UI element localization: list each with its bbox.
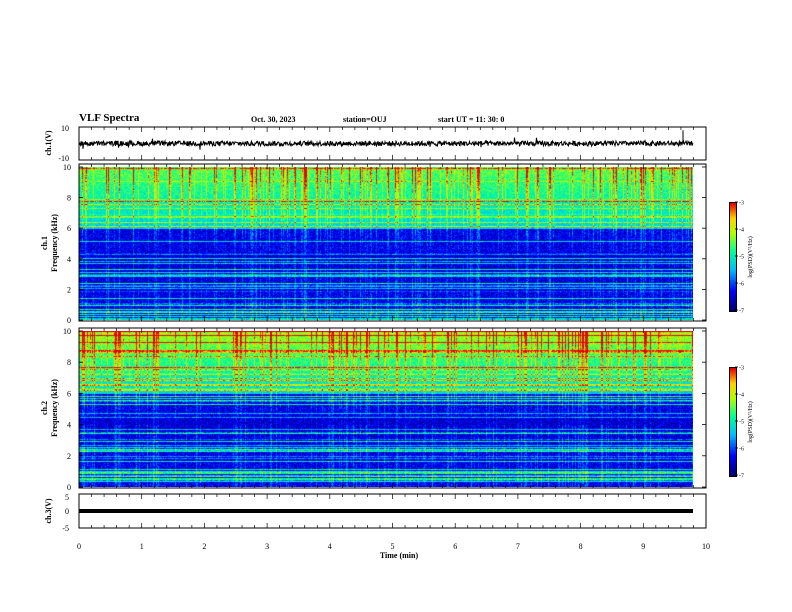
x-tick-label: 2 [202, 542, 206, 551]
ch1-ytick-top: 10 [61, 124, 69, 133]
ch2-spec-ylabel-freq: Frequency (kHz) [50, 379, 59, 437]
frequency-tick-label: 6 [67, 389, 71, 398]
ch2-colorbar [729, 367, 737, 477]
colorbar-tick-label: -3 [739, 366, 744, 372]
colorbar-tick-label: -5 [739, 255, 744, 261]
ch1-ytick-bottom: -10 [58, 154, 69, 163]
ch2-colorbar-label: log(PSD)(V²/Hz) [747, 401, 754, 442]
frequency-tick-label: 8 [67, 194, 71, 203]
x-tick-label: 10 [702, 542, 710, 551]
x-tick-label: 3 [265, 542, 269, 551]
ch1-colorbar [729, 202, 737, 312]
ch2-spectrogram-image [79, 331, 693, 487]
colorbar-tick-label: -6 [739, 282, 744, 288]
x-tick-label: 8 [579, 542, 583, 551]
frequency-tick-label: 2 [67, 452, 71, 461]
station-label: station=OUJ [343, 115, 387, 124]
date-label: Oct. 30, 2023 [251, 115, 296, 124]
colorbar-tick-label: -6 [739, 447, 744, 453]
frequency-tick-label: 6 [67, 224, 71, 233]
ch1-waveform-ylabel: ch.1(V) [44, 130, 53, 155]
ch3-ytick-mid: 0 [65, 507, 69, 516]
x-axis-label: Time (min) [380, 551, 419, 560]
x-tick-label: 5 [391, 542, 395, 551]
ch3-ytick-bottom: -5 [62, 524, 69, 533]
x-tick-label: 0 [77, 542, 81, 551]
colorbar-tick-label: -5 [739, 420, 744, 426]
frequency-tick-label: 10 [63, 163, 71, 172]
ch3-waveform-panel: 5 0 -5 ch.3(V) [44, 493, 707, 533]
start-ut-label: start UT = 11: 30: 0 [438, 115, 505, 124]
frequency-tick-label: 2 [67, 285, 71, 294]
colorbar-tick-label: -4 [739, 228, 744, 234]
x-tick-label: 1 [140, 542, 144, 551]
x-axis-ticks [78, 127, 707, 528]
x-tick-label: 9 [641, 542, 645, 551]
x-tick-label: 4 [328, 542, 332, 551]
frequency-tick-label: 4 [67, 255, 71, 264]
ch1-spectrogram-image [79, 167, 693, 320]
frequency-tick-label: 0 [67, 483, 71, 492]
frequency-tick-label: 0 [67, 316, 71, 325]
colorbar-tick-label: -7 [739, 309, 744, 315]
ch3-ytick-top: 5 [65, 493, 69, 502]
frequency-tick-label: 10 [63, 327, 71, 336]
ch1-waveform-line [78, 130, 694, 150]
ch3-waveform-ylabel: ch.3(V) [44, 498, 53, 523]
x-tick-label: 6 [453, 542, 457, 551]
x-tick-label: 7 [516, 542, 520, 551]
colorbar-tick-label: -4 [739, 393, 744, 399]
ch1-spec-ylabel-freq: Frequency (kHz) [50, 214, 59, 272]
colorbar-tick-label: -3 [739, 201, 744, 207]
frequency-tick-label: 4 [67, 421, 71, 430]
ch1-waveform-panel: 10 -10 ch.1(V) [44, 124, 707, 163]
chart-title: VLF Spectra [79, 112, 140, 124]
colorbar-tick-label: -7 [739, 474, 744, 480]
ch2-spec-ylabel-channel: ch.2 [40, 401, 49, 415]
frequency-tick-label: 8 [67, 358, 71, 367]
ch1-colorbar-label: log(PSD)(V²/Hz) [747, 236, 754, 277]
x-axis-tick-labels: 0 1 2 3 4 5 6 7 8 9 10 [77, 542, 710, 551]
ch1-spec-ylabel-channel: ch.1 [40, 236, 49, 250]
